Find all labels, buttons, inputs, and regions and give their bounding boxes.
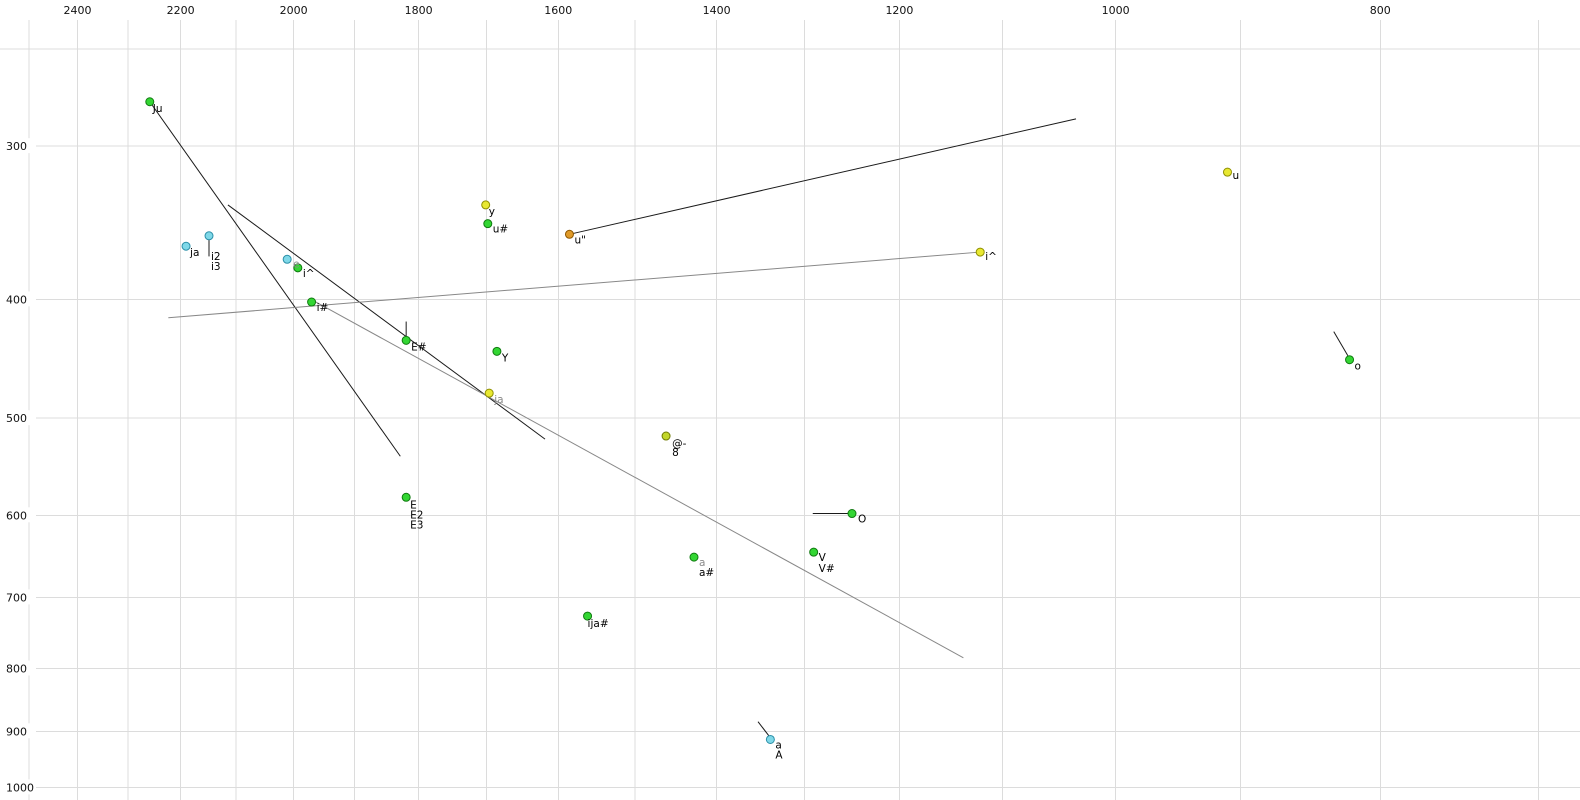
data-point-Ju[interactable]	[145, 97, 155, 107]
point-label-y-top: y	[489, 206, 495, 218]
point-label-E: E3	[410, 519, 423, 531]
data-point-Y[interactable]	[492, 346, 502, 356]
data-point-i-caret-r[interactable]	[975, 247, 985, 257]
grid	[0, 20, 1580, 800]
data-point-ja-top[interactable]	[181, 241, 191, 251]
x-tick-label: 2200	[167, 4, 195, 17]
y-tick-label: 600	[6, 509, 27, 522]
point-label-a-hash: a	[699, 557, 705, 569]
y-tick-backdrop	[0, 779, 36, 795]
point-label-schwa: 8	[672, 447, 679, 459]
point-label-u-right: u	[1232, 170, 1239, 182]
y-tick-label: 700	[6, 591, 27, 604]
x-tick-label: 1400	[703, 4, 731, 17]
point-label-ja-mid: ja	[493, 394, 503, 406]
data-point-i-hash[interactable]	[307, 297, 317, 307]
x-tick-label: 2400	[63, 4, 91, 17]
y-tick-label: 300	[6, 140, 27, 153]
trajectory-line	[149, 101, 401, 457]
point-label-ja-top: ja	[189, 247, 199, 259]
y-tick-label: 400	[6, 293, 27, 306]
x-axis: 2400 2200 2000 1800 1600 1400 1200 1000 800	[63, 4, 1390, 17]
y-tick-label: 900	[6, 725, 27, 738]
data-point-V[interactable]	[809, 547, 819, 557]
y-tick-backdrop	[0, 589, 36, 605]
point-label-i-caret: i^	[303, 268, 315, 280]
y-tick-backdrop	[0, 723, 36, 739]
trajectory-lines	[149, 101, 1349, 737]
data-point-E[interactable]	[401, 492, 411, 502]
trajectory-line	[227, 204, 546, 440]
data-point-u-umlaut[interactable]	[564, 229, 574, 239]
point-label-u-hash: u#	[493, 224, 508, 236]
trajectory-line	[757, 721, 770, 737]
data-point-i2[interactable]	[204, 231, 214, 241]
data-point-o[interactable]	[1345, 355, 1355, 365]
y-tick-backdrop	[0, 138, 36, 154]
data-point-schwa[interactable]	[661, 431, 671, 441]
data-point-E-hash[interactable]	[401, 335, 411, 345]
trajectory-line	[168, 251, 981, 319]
point-label-schwa: @-	[672, 438, 687, 450]
data-point-ja-mid[interactable]	[484, 388, 494, 398]
point-label-a-hash: a#	[699, 567, 714, 579]
data-point-u-right[interactable]	[1222, 167, 1232, 177]
point-label-i-caret-r: i^	[985, 251, 997, 263]
point-label-ija-hash: ija#	[588, 618, 609, 630]
y-tick-label: 800	[6, 663, 27, 676]
point-label-a-low: a	[775, 739, 781, 751]
y-tick-backdrop	[0, 660, 36, 676]
point-label-u-umlaut: u"	[574, 234, 585, 246]
data-point-ija-hash[interactable]	[583, 611, 593, 621]
y-axis: 300 400 500 600 700 800 900 1000	[0, 138, 36, 795]
point-label-i2: i3	[211, 261, 221, 273]
y-tick-backdrop	[0, 507, 36, 523]
trajectory-line	[1333, 331, 1349, 357]
x-tick-label: 2000	[280, 4, 308, 17]
trajectory-line	[569, 118, 1077, 235]
point-label-E-hash: E#	[411, 341, 426, 353]
data-point-u-hash[interactable]	[483, 219, 493, 229]
data-point-i-caret[interactable]	[293, 263, 303, 273]
y-tick-label: 1000	[6, 781, 34, 794]
x-tick-label: 1000	[1102, 4, 1130, 17]
data-point-a-low[interactable]	[765, 734, 775, 744]
point-label-i-hash: i#	[317, 302, 329, 314]
point-label-i2: i2	[211, 251, 221, 263]
point-label-e: e	[293, 258, 299, 270]
point-label-o: o	[1355, 361, 1361, 373]
y-tick-backdrop	[0, 410, 36, 426]
x-tick-label: 800	[1370, 4, 1391, 17]
data-point-O[interactable]	[847, 509, 857, 519]
y-tick-backdrop	[0, 291, 36, 307]
trajectory-line	[310, 298, 964, 659]
point-label-E: E	[410, 499, 417, 511]
x-tick-label: 1800	[405, 4, 433, 17]
y-tick-label: 500	[6, 412, 27, 425]
point-label-V: V#	[819, 563, 835, 575]
data-point-y-top[interactable]	[481, 200, 491, 210]
data-point-e[interactable]	[282, 254, 292, 264]
data-points	[145, 97, 1355, 744]
point-label-E: E2	[410, 509, 423, 521]
point-label-Y: Y	[501, 352, 509, 364]
point-label-V: V	[819, 552, 827, 564]
point-label-a-low: A	[775, 749, 783, 761]
x-tick-label: 1200	[885, 4, 913, 17]
x-tick-label: 1600	[544, 4, 572, 17]
point-label-Ju: Ju	[152, 103, 163, 115]
data-point-a-hash[interactable]	[689, 552, 699, 562]
point-label-O: O	[858, 514, 866, 526]
